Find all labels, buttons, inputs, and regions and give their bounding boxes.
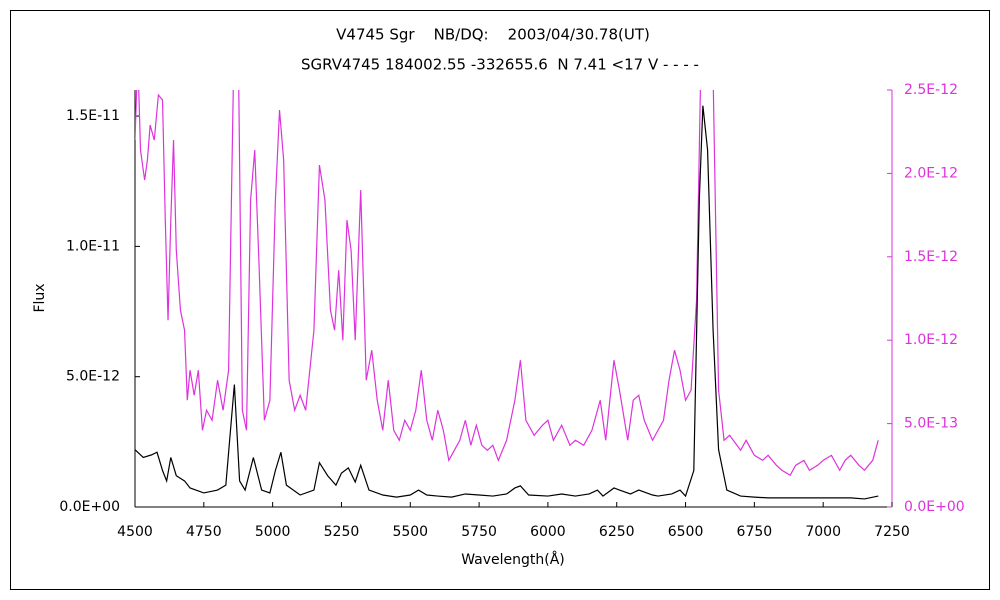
- y2-tick-label: 1.0E-12: [904, 332, 958, 348]
- frame: [10, 10, 990, 590]
- x-axis-label: Wavelength(Å): [461, 551, 565, 568]
- y-tick-label: 5.0E-12: [66, 369, 120, 385]
- x-tick-label: 7000: [805, 524, 841, 540]
- x-tick-label: 5750: [461, 524, 497, 540]
- y2-tick-label: 1.5E-12: [904, 249, 958, 265]
- plot-area: [135, 90, 879, 500]
- y-tick-label: 0.0E+00: [59, 499, 120, 515]
- x-tick-label: 7250: [874, 524, 910, 540]
- y2-tick-label: 2.5E-12: [904, 82, 958, 98]
- x-tick-label: 5000: [255, 524, 291, 540]
- x-tick-label: 5500: [392, 524, 428, 540]
- y-axis-label: Flux: [32, 283, 48, 312]
- x-tick-label: 4750: [186, 524, 222, 540]
- x-tick-label: 6750: [737, 524, 773, 540]
- chart-subtitle: SGRV4745 184002.55 -332655.6 N 7.41 <17 …: [301, 56, 699, 74]
- y-tick-label: 1.0E-11: [66, 238, 120, 254]
- y2-tick-label: 0.0E+00: [904, 499, 965, 515]
- y2-tick-label: 2.0E-12: [904, 165, 958, 181]
- chart-title: V4745 Sgr NB/DQ: 2003/04/30.78(UT): [336, 26, 650, 44]
- x-tick-label: 4500: [117, 524, 153, 540]
- x-tick-label: 6250: [599, 524, 635, 540]
- spectrum-line: [135, 90, 879, 477]
- y-tick-label: 1.5E-11: [66, 108, 120, 124]
- y2-tick-label: 5.0E-13: [904, 416, 958, 432]
- spectrum-line: [135, 105, 879, 500]
- x-tick-label: 6000: [530, 524, 566, 540]
- x-tick-label: 5250: [324, 524, 360, 540]
- x-tick-label: 6500: [668, 524, 704, 540]
